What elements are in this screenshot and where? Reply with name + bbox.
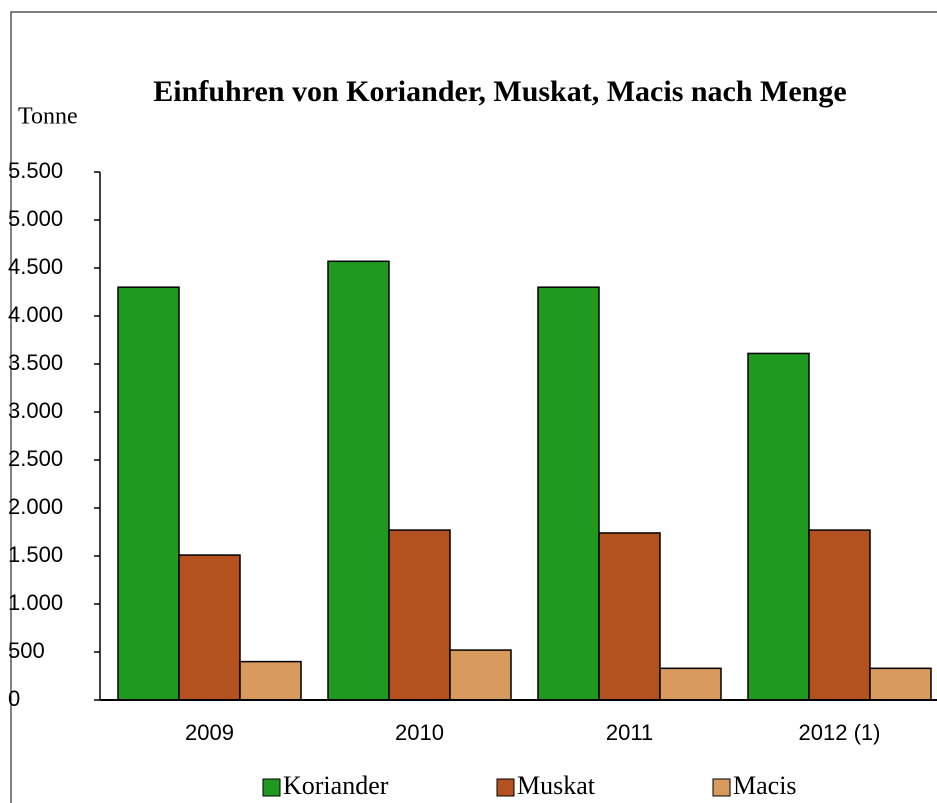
x-tick-label: 2012 (1) bbox=[799, 720, 881, 745]
legend-swatch bbox=[262, 778, 281, 797]
y-tick-label: 4.500 bbox=[8, 254, 63, 279]
bar bbox=[598, 532, 661, 701]
legend-label: Macis bbox=[733, 771, 797, 800]
chart-frame bbox=[10, 11, 937, 803]
bar bbox=[449, 649, 512, 701]
legend-swatch bbox=[712, 778, 731, 797]
bar bbox=[659, 667, 722, 701]
bar bbox=[178, 554, 241, 701]
y-tick-label: 3.500 bbox=[8, 350, 63, 375]
legend-swatch bbox=[496, 778, 515, 797]
x-tick-label: 2011 bbox=[606, 720, 653, 745]
bar bbox=[117, 286, 180, 701]
x-tick-label: 2009 bbox=[185, 720, 234, 745]
y-tick-label: 4.000 bbox=[8, 302, 63, 327]
y-tick-label: 5.500 bbox=[8, 158, 63, 183]
bar bbox=[869, 667, 932, 701]
bar bbox=[239, 660, 302, 701]
y-tick-label: 2.000 bbox=[8, 494, 63, 519]
legend-label: Koriander bbox=[283, 771, 389, 800]
y-tick-label: 500 bbox=[8, 638, 45, 663]
y-tick-label: 1.000 bbox=[8, 590, 63, 615]
bar bbox=[388, 529, 451, 701]
legend-label: Muskat bbox=[517, 771, 596, 800]
x-tick-label: 2010 bbox=[395, 720, 444, 745]
y-tick-label: 3.000 bbox=[8, 398, 63, 423]
chart-title: Einfuhren von Koriander, Muskat, Macis n… bbox=[153, 75, 847, 108]
bar bbox=[747, 352, 810, 701]
y-tick-label: 0 bbox=[8, 686, 20, 711]
y-tick-label: 5.000 bbox=[8, 206, 63, 231]
bar bbox=[537, 286, 600, 701]
bar bbox=[808, 529, 871, 701]
y-axis-label: Tonne bbox=[18, 104, 78, 130]
y-tick-label: 2.500 bbox=[8, 446, 63, 471]
bar bbox=[327, 260, 390, 701]
y-tick-label: 1.500 bbox=[8, 542, 63, 567]
